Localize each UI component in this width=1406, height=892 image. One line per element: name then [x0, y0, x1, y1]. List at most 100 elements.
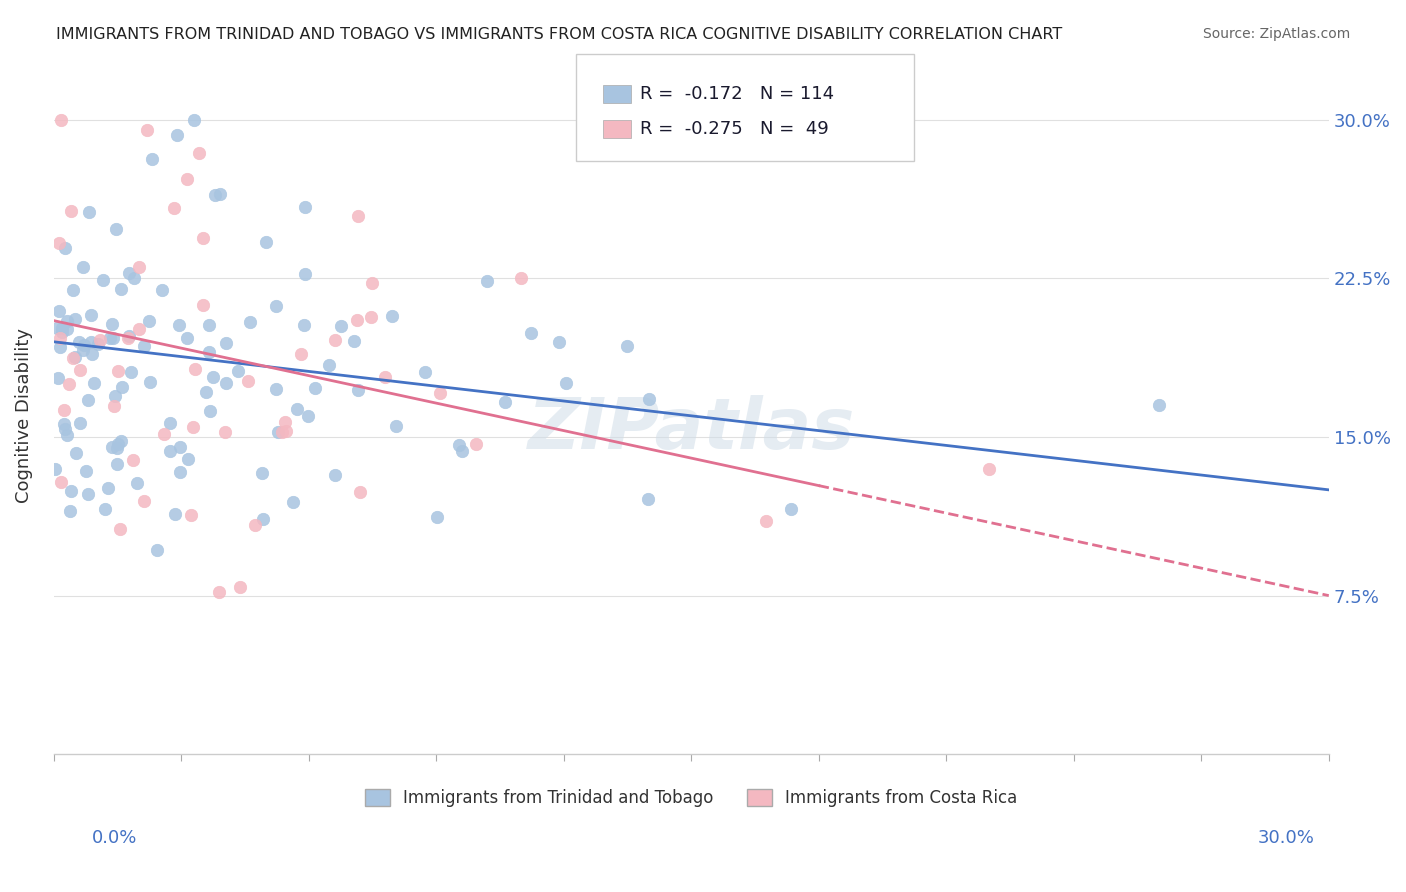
Point — [176, 331, 198, 345]
Point — [360, 276, 382, 290]
Point — [46, 370, 69, 384]
Point — [58, 377, 80, 392]
Point — [132, 339, 155, 353]
Point — [755, 514, 778, 528]
Point — [166, 128, 188, 143]
Point — [121, 453, 143, 467]
Point — [65, 350, 87, 364]
Point — [360, 310, 382, 324]
Point — [104, 388, 127, 402]
Point — [290, 347, 312, 361]
Point — [101, 440, 124, 454]
Point — [118, 329, 141, 343]
Point — [208, 187, 231, 202]
Point — [110, 522, 132, 536]
Point — [152, 283, 174, 297]
Point — [67, 335, 90, 350]
Point — [118, 266, 141, 280]
Point — [191, 298, 214, 312]
Point — [266, 425, 288, 439]
Point — [252, 512, 274, 526]
Point — [181, 419, 204, 434]
Point — [159, 443, 181, 458]
Point — [193, 231, 215, 245]
Point — [616, 339, 638, 353]
Point — [83, 376, 105, 390]
Point — [49, 331, 72, 345]
Point — [346, 313, 368, 327]
Point — [63, 312, 86, 326]
Point — [167, 318, 190, 332]
Point — [294, 200, 316, 214]
Point — [132, 493, 155, 508]
Point — [72, 260, 94, 274]
Point — [53, 422, 76, 436]
Point — [195, 384, 218, 399]
Point — [183, 112, 205, 127]
Point — [548, 335, 571, 350]
Point — [477, 274, 499, 288]
Point — [138, 314, 160, 328]
Point — [254, 235, 277, 249]
Point — [111, 380, 134, 394]
Point — [236, 374, 259, 388]
Point — [465, 436, 488, 450]
Point — [105, 457, 128, 471]
Point — [101, 331, 124, 345]
Point — [294, 268, 316, 282]
Point — [48, 236, 70, 251]
Point — [184, 362, 207, 376]
Point — [177, 451, 200, 466]
Point — [1147, 398, 1170, 412]
Text: IMMIGRANTS FROM TRINIDAD AND TOBAGO VS IMMIGRANTS FROM COSTA RICA COGNITIVE DISA: IMMIGRANTS FROM TRINIDAD AND TOBAGO VS I… — [56, 27, 1063, 42]
Point — [343, 334, 366, 348]
Point — [73, 337, 96, 351]
Text: R =  -0.172   N = 114: R = -0.172 N = 114 — [640, 85, 834, 103]
Point — [49, 340, 72, 354]
Point — [56, 322, 79, 336]
Point — [510, 270, 533, 285]
Point — [198, 318, 221, 332]
Point — [53, 417, 76, 431]
Point — [77, 392, 100, 407]
Point — [69, 417, 91, 431]
Point — [107, 436, 129, 450]
Point — [638, 392, 661, 407]
Point — [141, 152, 163, 166]
Point — [384, 419, 406, 434]
Point — [374, 370, 396, 384]
Point — [323, 333, 346, 347]
Point — [46, 321, 69, 335]
Point — [381, 310, 404, 324]
Point — [103, 399, 125, 413]
Point — [264, 382, 287, 396]
Point — [53, 241, 76, 255]
Point — [274, 424, 297, 438]
Point — [159, 416, 181, 430]
Point — [51, 321, 73, 335]
Point — [215, 376, 238, 390]
Point — [239, 316, 262, 330]
Point — [318, 359, 340, 373]
Point — [252, 466, 274, 480]
Point — [60, 484, 83, 499]
Point — [80, 308, 103, 322]
Point — [214, 425, 236, 439]
Point — [187, 146, 209, 161]
Text: Source: ZipAtlas.com: Source: ZipAtlas.com — [1202, 27, 1350, 41]
Point — [91, 273, 114, 287]
Point — [201, 370, 224, 384]
Point — [197, 345, 219, 359]
Point — [122, 270, 145, 285]
Point — [447, 438, 470, 452]
Point — [264, 300, 287, 314]
Point — [51, 325, 73, 339]
Point — [48, 304, 70, 318]
Point — [429, 386, 451, 401]
Point — [77, 205, 100, 219]
Point — [208, 585, 231, 599]
Point — [44, 462, 66, 476]
Point — [285, 401, 308, 416]
Point — [176, 172, 198, 186]
Point — [75, 464, 97, 478]
